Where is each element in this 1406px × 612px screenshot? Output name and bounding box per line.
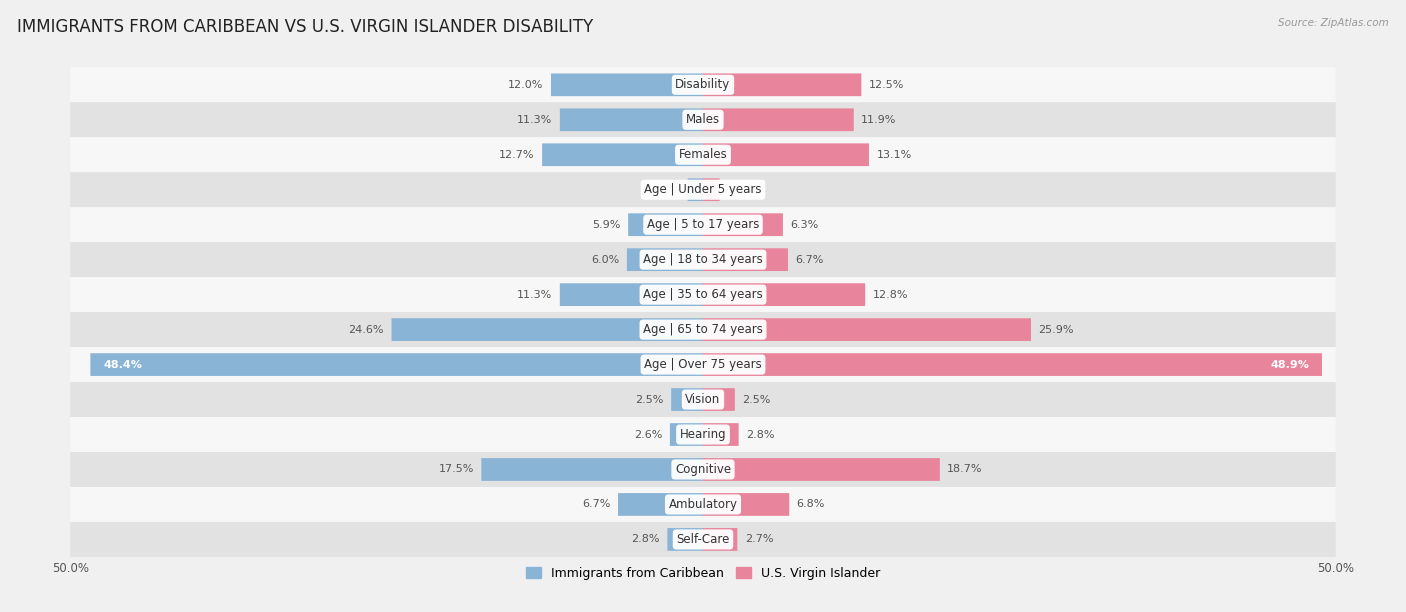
- FancyBboxPatch shape: [703, 248, 787, 271]
- Text: 48.9%: 48.9%: [1270, 360, 1309, 370]
- Text: 1.2%: 1.2%: [652, 185, 681, 195]
- FancyBboxPatch shape: [560, 108, 703, 131]
- Text: 11.3%: 11.3%: [517, 115, 553, 125]
- FancyBboxPatch shape: [560, 283, 703, 306]
- FancyBboxPatch shape: [70, 417, 1336, 452]
- Text: Hearing: Hearing: [679, 428, 727, 441]
- FancyBboxPatch shape: [70, 522, 1336, 557]
- Text: 2.7%: 2.7%: [745, 534, 773, 545]
- Text: 1.3%: 1.3%: [727, 185, 755, 195]
- FancyBboxPatch shape: [703, 493, 789, 516]
- Text: 6.8%: 6.8%: [797, 499, 825, 509]
- Text: 18.7%: 18.7%: [948, 465, 983, 474]
- FancyBboxPatch shape: [703, 178, 720, 201]
- Text: 6.3%: 6.3%: [790, 220, 818, 230]
- Text: 12.7%: 12.7%: [499, 150, 534, 160]
- FancyBboxPatch shape: [70, 102, 1336, 137]
- FancyBboxPatch shape: [70, 487, 1336, 522]
- FancyBboxPatch shape: [70, 382, 1336, 417]
- FancyBboxPatch shape: [543, 143, 703, 166]
- FancyBboxPatch shape: [70, 312, 1336, 347]
- Text: 2.5%: 2.5%: [636, 395, 664, 405]
- Text: 2.8%: 2.8%: [631, 534, 659, 545]
- FancyBboxPatch shape: [70, 67, 1336, 102]
- FancyBboxPatch shape: [688, 178, 703, 201]
- Text: Age | 5 to 17 years: Age | 5 to 17 years: [647, 218, 759, 231]
- FancyBboxPatch shape: [70, 207, 1336, 242]
- Text: Age | Under 5 years: Age | Under 5 years: [644, 183, 762, 196]
- FancyBboxPatch shape: [481, 458, 703, 481]
- FancyBboxPatch shape: [668, 528, 703, 551]
- Text: Age | 18 to 34 years: Age | 18 to 34 years: [643, 253, 763, 266]
- FancyBboxPatch shape: [628, 214, 703, 236]
- FancyBboxPatch shape: [703, 214, 783, 236]
- Text: 5.9%: 5.9%: [592, 220, 621, 230]
- FancyBboxPatch shape: [703, 143, 869, 166]
- Text: 24.6%: 24.6%: [349, 324, 384, 335]
- FancyBboxPatch shape: [70, 172, 1336, 207]
- Text: Age | 65 to 74 years: Age | 65 to 74 years: [643, 323, 763, 336]
- FancyBboxPatch shape: [703, 73, 862, 96]
- FancyBboxPatch shape: [70, 137, 1336, 172]
- Text: 6.0%: 6.0%: [592, 255, 620, 264]
- FancyBboxPatch shape: [90, 353, 703, 376]
- Text: 11.9%: 11.9%: [860, 115, 897, 125]
- Text: 2.5%: 2.5%: [742, 395, 770, 405]
- FancyBboxPatch shape: [703, 388, 735, 411]
- Text: 12.0%: 12.0%: [508, 80, 544, 90]
- FancyBboxPatch shape: [391, 318, 703, 341]
- Legend: Immigrants from Caribbean, U.S. Virgin Islander: Immigrants from Caribbean, U.S. Virgin I…: [520, 562, 886, 585]
- FancyBboxPatch shape: [70, 347, 1336, 382]
- FancyBboxPatch shape: [703, 458, 939, 481]
- Text: Cognitive: Cognitive: [675, 463, 731, 476]
- FancyBboxPatch shape: [669, 423, 703, 446]
- FancyBboxPatch shape: [703, 108, 853, 131]
- FancyBboxPatch shape: [703, 318, 1031, 341]
- Text: 12.8%: 12.8%: [873, 289, 908, 300]
- Text: IMMIGRANTS FROM CARIBBEAN VS U.S. VIRGIN ISLANDER DISABILITY: IMMIGRANTS FROM CARIBBEAN VS U.S. VIRGIN…: [17, 18, 593, 36]
- FancyBboxPatch shape: [671, 388, 703, 411]
- FancyBboxPatch shape: [703, 423, 738, 446]
- Text: Vision: Vision: [685, 393, 721, 406]
- FancyBboxPatch shape: [70, 242, 1336, 277]
- Text: Age | Over 75 years: Age | Over 75 years: [644, 358, 762, 371]
- FancyBboxPatch shape: [703, 528, 737, 551]
- FancyBboxPatch shape: [619, 493, 703, 516]
- Text: 17.5%: 17.5%: [439, 465, 474, 474]
- FancyBboxPatch shape: [551, 73, 703, 96]
- Text: Source: ZipAtlas.com: Source: ZipAtlas.com: [1278, 18, 1389, 28]
- Text: Females: Females: [679, 148, 727, 161]
- FancyBboxPatch shape: [627, 248, 703, 271]
- Text: Disability: Disability: [675, 78, 731, 91]
- FancyBboxPatch shape: [70, 277, 1336, 312]
- Text: Age | 35 to 64 years: Age | 35 to 64 years: [643, 288, 763, 301]
- FancyBboxPatch shape: [70, 452, 1336, 487]
- Text: Males: Males: [686, 113, 720, 126]
- Text: 12.5%: 12.5%: [869, 80, 904, 90]
- Text: 11.3%: 11.3%: [517, 289, 553, 300]
- Text: 6.7%: 6.7%: [582, 499, 610, 509]
- FancyBboxPatch shape: [703, 353, 1322, 376]
- Text: 25.9%: 25.9%: [1039, 324, 1074, 335]
- Text: Ambulatory: Ambulatory: [668, 498, 738, 511]
- Text: 48.4%: 48.4%: [103, 360, 142, 370]
- Text: 2.8%: 2.8%: [747, 430, 775, 439]
- Text: 13.1%: 13.1%: [876, 150, 911, 160]
- Text: 6.7%: 6.7%: [796, 255, 824, 264]
- Text: Self-Care: Self-Care: [676, 533, 730, 546]
- FancyBboxPatch shape: [703, 283, 865, 306]
- Text: 2.6%: 2.6%: [634, 430, 662, 439]
